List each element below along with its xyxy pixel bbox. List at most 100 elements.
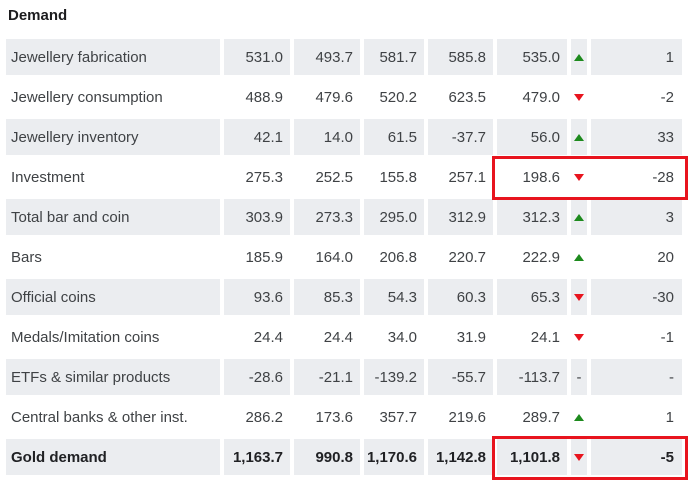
value-cell: 289.7 [522,408,560,426]
row-label: Bars [11,248,42,266]
pct-change-cell: -30 [591,279,682,315]
pct-change-cell: 1 [591,39,682,75]
table-row: Total bar and coin 303.9 273.3 295.0 312.9 31… [6,199,682,235]
demand-table-container: Jewellery fabrication 531.0 493.7 581.7 585.… [2,35,688,480]
row-label: Gold demand [6,439,220,475]
trend-cell [571,399,587,435]
value-cell: -55.7 [428,359,493,395]
demand-table: Jewellery fabrication 531.0 493.7 581.7 585.… [2,35,686,479]
trend-down-icon [574,174,584,182]
value-cell: 24.4 [253,328,283,346]
no-change-dash: - [571,359,587,395]
value-cell: 61.5 [364,119,424,155]
pct-change-cell: 1 [665,408,674,426]
value-cell: 1,163.7 [224,439,290,475]
pct-change-cell: -2 [660,88,674,106]
trend-up-icon [574,54,584,62]
trend-cell [571,119,587,155]
value-cell: 54.3 [364,279,424,315]
trend-up-icon [574,254,584,262]
value-cell: -28.6 [224,359,290,395]
value-cell: 65.3 [497,279,567,315]
value-cell: 488.9 [245,88,283,106]
value-cell: 31.9 [456,328,486,346]
trend-cell [571,39,587,75]
value-cell: -113.7 [497,359,567,395]
trend-up-icon [574,214,584,222]
value-cell: 303.9 [224,199,290,235]
row-label: ETFs & similar products [6,359,220,395]
value-cell: 990.8 [294,439,360,475]
pct-change-cell: -5 [591,439,682,475]
table-row: Jewellery inventory 42.1 14.0 61.5 -37.7 56.0… [6,119,682,155]
trend-up-icon [574,134,584,142]
row-label: Total bar and coin [6,199,220,235]
value-cell: 155.8 [379,168,417,186]
pct-change-cell: - [591,359,682,395]
value-cell: 198.6 [522,168,560,186]
value-cell: 623.5 [448,88,486,106]
trend-cell [571,199,587,235]
value-cell: -37.7 [428,119,493,155]
table-row: Official coins 93.6 85.3 54.3 60.3 65.3 -30 [6,279,682,315]
row-label: Central banks & other inst. [11,408,188,426]
pct-change-cell: -1 [660,328,674,346]
value-cell: 93.6 [224,279,290,315]
value-cell: 24.1 [530,328,560,346]
value-cell: 252.5 [315,168,353,186]
value-cell: 312.9 [428,199,493,235]
trend-up-icon [574,414,584,422]
value-cell: 312.3 [497,199,567,235]
pct-change-cell: 33 [591,119,682,155]
value-cell: 173.6 [315,408,353,426]
value-cell: -21.1 [294,359,360,395]
row-label: Medals/Imitation coins [11,328,160,346]
value-cell: 185.9 [245,248,283,266]
value-cell: 257.1 [448,168,486,186]
value-cell: 535.0 [497,39,567,75]
trend-down-icon [574,294,584,302]
value-cell: 1,101.8 [497,439,567,475]
row-label: Jewellery inventory [6,119,220,155]
row-label: Official coins [6,279,220,315]
table-row: Investment 275.3 252.5 155.8 257.1 198.6 -28 [6,159,682,195]
value-cell: 1,142.8 [428,439,493,475]
table-row: Jewellery fabrication 531.0 493.7 581.7 585.… [6,39,682,75]
trend-cell [571,239,587,275]
value-cell: 479.6 [315,88,353,106]
value-cell: 275.3 [245,168,283,186]
row-label: Investment [11,168,85,186]
value-cell: 206.8 [379,248,417,266]
value-cell: 220.7 [448,248,486,266]
value-cell: 85.3 [294,279,360,315]
value-cell: 60.3 [428,279,493,315]
pct-change-cell: 20 [657,248,674,266]
table-row: Central banks & other inst. 286.2 173.6 357… [6,399,682,435]
pct-change-cell: -28 [652,168,674,186]
value-cell: 34.0 [387,328,417,346]
value-cell: 520.2 [379,88,417,106]
table-row: Jewellery consumption 488.9 479.6 520.2 623.… [6,79,682,115]
trend-down-icon [574,334,584,342]
value-cell: 585.8 [428,39,493,75]
value-cell: 14.0 [294,119,360,155]
value-cell: 493.7 [294,39,360,75]
value-cell: 222.9 [522,248,560,266]
value-cell: 357.7 [379,408,417,426]
table-row: ETFs & similar products -28.6 -21.1 -139.2-… [6,359,682,395]
value-cell: 219.6 [448,408,486,426]
value-cell: 286.2 [245,408,283,426]
row-label: Jewellery consumption [11,88,163,106]
trend-down-icon [574,94,584,102]
value-cell: 1,170.6 [364,439,424,475]
value-cell: 56.0 [497,119,567,155]
value-cell: 531.0 [224,39,290,75]
trend-cell [571,159,587,195]
value-cell: 24.4 [323,328,353,346]
value-cell: 581.7 [364,39,424,75]
trend-cell [571,319,587,355]
table-row: Medals/Imitation coins 24.4 24.4 34.0 31.9 24… [6,319,682,355]
table-row: Gold demand 1,163.7 990.8 1,170.6 1,142.8 1,1… [6,439,682,475]
value-cell: 164.0 [315,248,353,266]
trend-cell [571,279,587,315]
